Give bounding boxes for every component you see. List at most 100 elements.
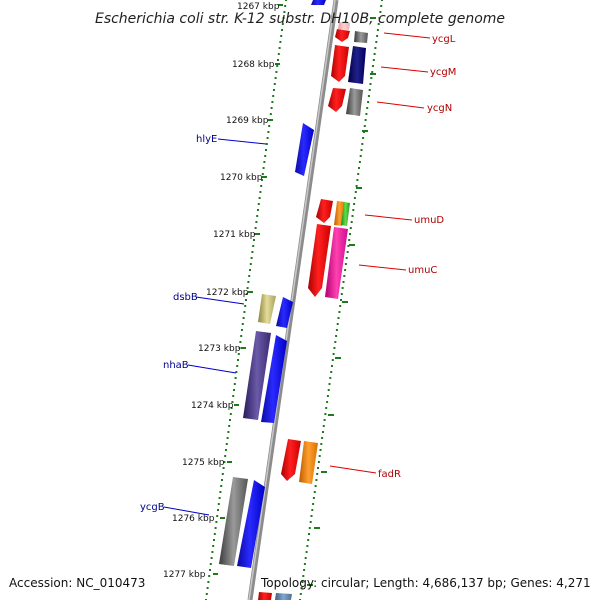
- genes-left-strand: [219, 0, 326, 568]
- track-dot-inner: [224, 455, 227, 457]
- track-dot-outer: [304, 557, 307, 559]
- gene-ycgL-gray[interactable]: [354, 31, 368, 43]
- track-dot-outer: [325, 407, 328, 409]
- track-dot-outer: [347, 245, 350, 247]
- label-dsbB[interactable]: dsbB: [173, 292, 198, 303]
- gene-dsbB-neighbor[interactable]: [276, 297, 293, 328]
- track-dot-outer: [333, 347, 336, 349]
- track-dot-outer: [301, 581, 304, 583]
- track-dot-outer: [378, 17, 381, 19]
- track-dot-inner: [255, 221, 258, 223]
- gene-nhaB[interactable]: [243, 331, 271, 420]
- track-dot-outer: [342, 281, 345, 283]
- track-border-dots: [205, 0, 383, 600]
- track-dot-inner: [206, 587, 209, 589]
- track-dot-inner: [273, 89, 275, 91]
- track-dot-inner: [264, 155, 267, 157]
- gene-ycgB-neighbor[interactable]: [237, 480, 265, 568]
- label-ycgM[interactable]: ycgM: [430, 67, 456, 78]
- track-dot-inner: [214, 527, 217, 529]
- gene-ycgL[interactable]: [335, 29, 350, 42]
- track-dot-inner: [254, 227, 257, 229]
- kbp-label-1276: 1276 kbp: [172, 514, 215, 524]
- track-dot-outer: [363, 125, 366, 127]
- track-dot-inner: [219, 491, 222, 493]
- track-dot-inner: [241, 323, 244, 325]
- track-dot-inner: [269, 113, 272, 115]
- track-dot-outer: [319, 449, 322, 451]
- track-dot-inner: [211, 551, 214, 553]
- accession-text: Accession: NC_010473: [9, 576, 145, 590]
- label-umuD[interactable]: umuD: [414, 215, 444, 226]
- track-dot-outer: [366, 107, 369, 109]
- track-dot-inner: [221, 479, 223, 481]
- gene-ycgN-red[interactable]: [328, 88, 346, 112]
- genome-backbone: [247, 0, 339, 600]
- track-dot-outer: [369, 83, 372, 85]
- track-dot-inner: [253, 239, 255, 241]
- track-dot-outer: [361, 143, 364, 145]
- label-hlyE[interactable]: hlyE: [196, 134, 217, 145]
- track-dot-inner: [209, 569, 211, 571]
- track-dot-inner: [215, 521, 218, 523]
- track-dot-outer: [380, 5, 383, 7]
- track-dot-outer: [374, 47, 377, 49]
- track-dot-outer: [349, 227, 352, 229]
- label-ycgN[interactable]: ycgN: [427, 103, 452, 114]
- gene-umuC[interactable]: [325, 227, 348, 299]
- track-dot-inner: [208, 575, 211, 577]
- kbp-label-1274: 1274 kbp: [191, 401, 234, 411]
- label-ycgB[interactable]: ycgB: [140, 502, 165, 513]
- gene-top-fragment[interactable]: [311, 0, 326, 5]
- track-dot-outer: [376, 29, 379, 31]
- track-dot-inner: [268, 125, 271, 127]
- gene-umuC-red[interactable]: [308, 224, 331, 297]
- track-dot-outer: [310, 515, 313, 517]
- track-dot-inner: [220, 485, 223, 487]
- gene-ycgN[interactable]: [346, 88, 363, 116]
- track-dot-inner: [210, 557, 213, 559]
- topology-text: Topology: circular; Length: 4,686,137 bp…: [260, 576, 591, 590]
- track-dot-outer: [337, 317, 340, 319]
- track-dot-outer: [336, 323, 339, 325]
- track-dot-inner: [257, 209, 259, 211]
- gene-hlyE[interactable]: [295, 123, 314, 176]
- track-dot-inner: [260, 185, 263, 187]
- label-ycgL[interactable]: ycgL: [432, 34, 456, 45]
- track-dot-inner: [249, 269, 251, 271]
- gene-umuD[interactable]: [316, 199, 333, 223]
- track-dot-outer: [352, 209, 355, 211]
- track-dot-outer: [309, 521, 312, 523]
- track-dot-outer: [353, 203, 356, 205]
- gene-fadR[interactable]: [299, 441, 318, 484]
- gene-bottom-fragment-1[interactable]: [258, 592, 272, 600]
- track-dot-outer: [371, 71, 374, 73]
- gene-ycgL-pink[interactable]: [338, 22, 350, 30]
- label-fadR[interactable]: fadR: [378, 469, 401, 480]
- genome-backbone-highlight: [248, 0, 336, 600]
- track-dot-outer: [353, 197, 356, 199]
- track-dot-outer: [348, 239, 351, 241]
- gene-nhaB-neighbor[interactable]: [261, 335, 287, 423]
- gene-bottom-fragment-2[interactable]: [275, 593, 292, 600]
- track-dot-outer: [344, 263, 347, 265]
- gene-ycgM[interactable]: [348, 46, 366, 84]
- track-dot-inner: [238, 347, 241, 349]
- label-nhaB[interactable]: nhaB: [163, 360, 189, 371]
- track-dot-inner: [209, 563, 212, 565]
- track-dot-outer: [329, 377, 332, 379]
- track-dot-outer: [300, 587, 303, 589]
- track-dot-inner: [271, 101, 274, 103]
- track-dot-inner: [216, 515, 219, 517]
- track-dot-outer: [339, 305, 342, 307]
- gene-ycgB[interactable]: [219, 477, 248, 566]
- track-dot-outer: [368, 89, 371, 91]
- track-dot-outer: [376, 35, 379, 37]
- track-dot-outer: [308, 527, 311, 529]
- label-umuC[interactable]: umuC: [408, 265, 437, 276]
- gene-ycgM-red[interactable]: [331, 45, 349, 82]
- gene-dsbB[interactable]: [258, 294, 276, 324]
- gene-fadR-red[interactable]: [281, 439, 301, 481]
- track-dot-outer: [375, 41, 378, 43]
- gene-umuD-green[interactable]: [341, 202, 350, 226]
